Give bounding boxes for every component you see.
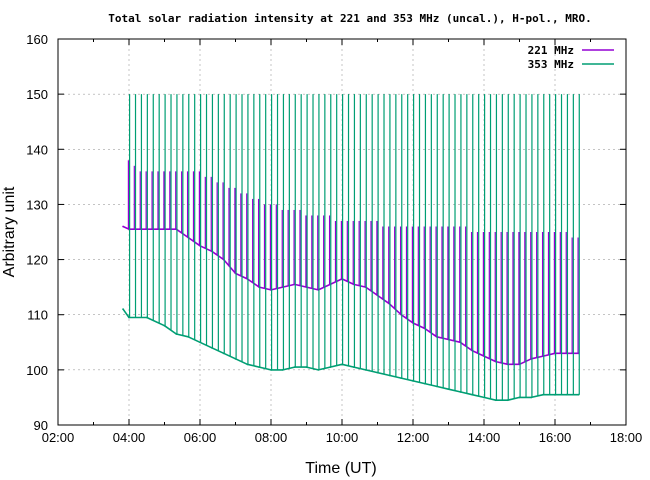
data-point-221-mhz <box>122 225 124 228</box>
series-layer <box>122 94 580 402</box>
x-tick-label: 02:00 <box>42 430 75 445</box>
legend-label: 221 MHz <box>528 44 574 57</box>
y-tick-label: 140 <box>26 142 48 157</box>
data-point-353-mhz <box>122 308 124 311</box>
x-tick-label: 04:00 <box>113 430 146 445</box>
y-tick-label: 110 <box>27 308 48 323</box>
x-axis-label: Time (UT) <box>305 460 376 477</box>
y-axis-label: Arbitrary unit <box>1 186 18 277</box>
chart-title: Total solar radiation intensity at 221 a… <box>108 12 591 25</box>
x-tick-label: 10:00 <box>326 430 359 445</box>
y-tick-label: 90 <box>34 418 48 433</box>
y-tick-label: 120 <box>26 253 48 268</box>
x-tick-label: 12:00 <box>397 430 430 445</box>
y-tick-label: 160 <box>26 32 48 47</box>
axes: 90 100 110 120 130 140 150 160 02:00 04:00 06:00 08… <box>26 32 642 445</box>
x-tick-label: 06:00 <box>184 430 217 445</box>
x-tick-label: 16:00 <box>539 430 572 445</box>
x-tick-label: 18:00 <box>610 430 643 445</box>
x-tick-label: 08:00 <box>255 430 288 445</box>
y-tick-label: 150 <box>26 87 48 102</box>
x-tick-label: 14:00 <box>468 430 501 445</box>
y-tick-label: 130 <box>26 197 48 212</box>
y-tick-label: 100 <box>26 363 48 378</box>
legend-label: 353 MHz <box>528 58 574 71</box>
